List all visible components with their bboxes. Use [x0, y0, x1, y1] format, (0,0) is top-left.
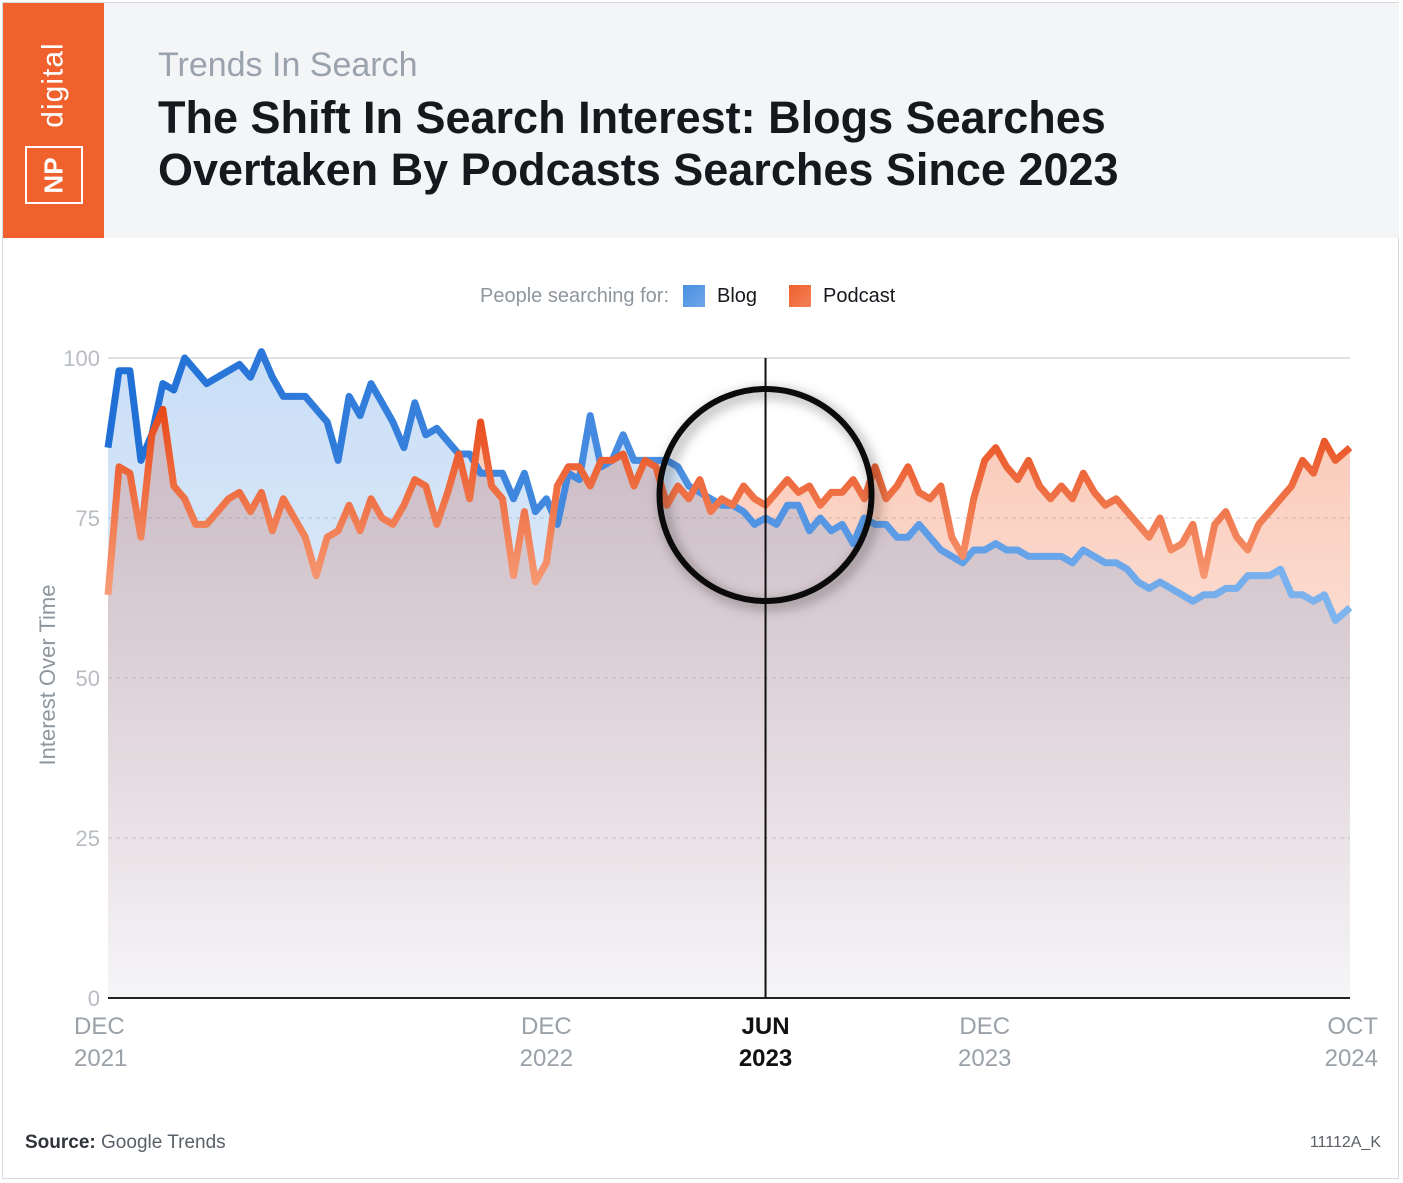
logo-np-box: NP	[25, 146, 83, 204]
np-digital-logo: digital NP	[3, 3, 104, 238]
x-tick-label: 2021	[74, 1045, 127, 1072]
x-tick-label: DEC	[74, 1013, 125, 1040]
highlight-circle	[656, 386, 875, 604]
y-tick-label: 100	[63, 346, 100, 371]
source-note: Source: Google Trends	[25, 1132, 226, 1154]
figure-code: 11112A_K	[1309, 1134, 1381, 1151]
legend-prefix: People searching for:	[480, 284, 670, 307]
x-tick-label: DEC	[959, 1013, 1010, 1040]
podcast-series-line	[104, 405, 1353, 596]
blog-area	[108, 351, 1350, 999]
header-band	[3, 3, 1399, 238]
y-tick-label: 25	[76, 826, 100, 851]
source-value: Google Trends	[101, 1132, 226, 1153]
legend: People searching for: Blog Podcast	[480, 281, 927, 311]
legend-item-podcast: Podcast	[789, 285, 895, 308]
source-label: Source:	[25, 1132, 96, 1153]
eyebrow-title: Trends In Search	[158, 46, 418, 84]
x-tick-label: 2023	[739, 1045, 792, 1072]
x-tick-label: OCT	[1327, 1013, 1378, 1040]
page-title: The Shift In Search Interest: Blogs Sear…	[158, 92, 1119, 195]
legend-swatch-blog	[683, 285, 706, 307]
y-tick-label: 0	[88, 986, 100, 1011]
legend-swatch-podcast	[789, 285, 812, 307]
y-tick-label: 75	[76, 506, 100, 531]
legend-item-blog: Blog	[683, 285, 757, 308]
legend-label-podcast: Podcast	[823, 284, 896, 307]
x-tick-label: 2023	[958, 1045, 1011, 1072]
x-tick-label: 2024	[1325, 1045, 1378, 1072]
highlight-circle-shadow	[659, 389, 880, 609]
x-tick-label: JUN	[742, 1013, 790, 1040]
x-tick-label: 2022	[520, 1045, 573, 1072]
legend-label-blog: Blog	[717, 284, 758, 307]
x-tick-label: DEC	[521, 1013, 572, 1040]
y-tick-label: 50	[76, 666, 100, 691]
